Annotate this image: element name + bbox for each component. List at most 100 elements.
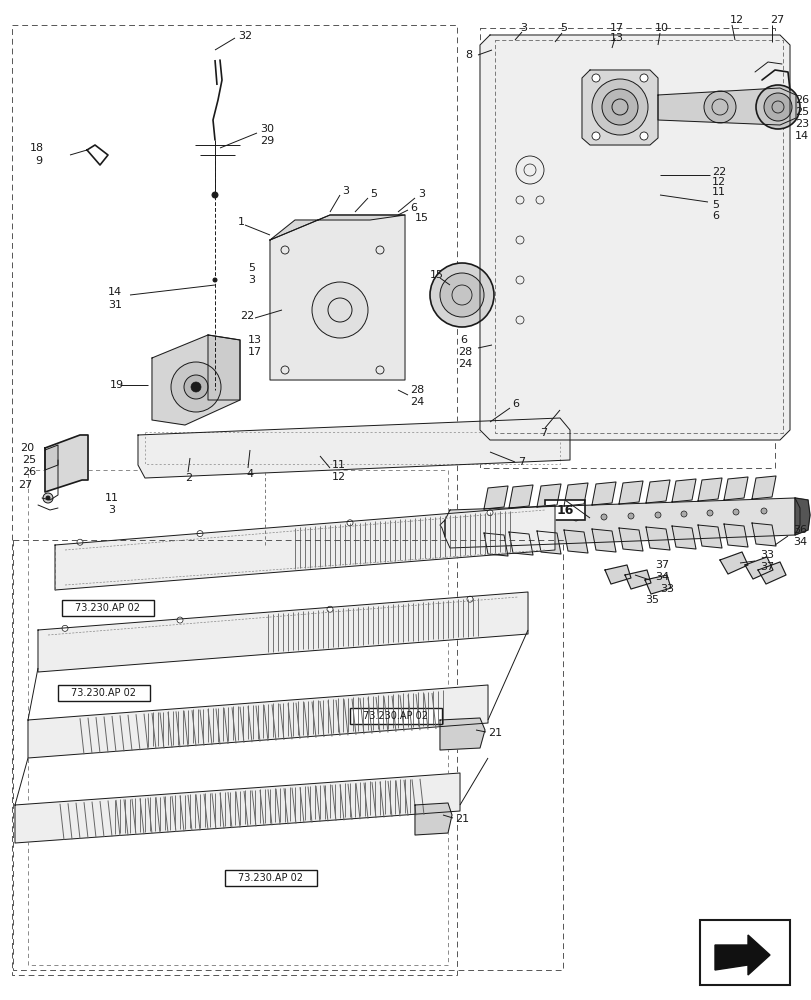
Circle shape [171,362,221,412]
Polygon shape [719,552,747,574]
Bar [13,540,562,970]
Text: 27: 27 [18,480,32,490]
Polygon shape [270,215,405,240]
Circle shape [755,85,799,129]
Polygon shape [581,70,657,145]
Bar [62,600,154,616]
Polygon shape [138,418,569,478]
Polygon shape [444,498,799,548]
Text: 21: 21 [454,814,469,824]
Text: 30: 30 [260,124,273,134]
Text: 3: 3 [247,275,255,285]
Bar [350,708,441,724]
Text: 9: 9 [35,156,42,166]
Text: 14: 14 [794,131,808,141]
Polygon shape [479,35,789,440]
Circle shape [591,74,599,82]
Polygon shape [483,533,508,556]
Text: 6: 6 [410,203,417,213]
Polygon shape [618,528,642,551]
Circle shape [545,516,551,522]
Polygon shape [38,592,527,672]
Text: 28: 28 [410,385,423,395]
Polygon shape [270,215,405,380]
Circle shape [46,496,50,500]
Circle shape [573,515,578,521]
Text: 7: 7 [517,457,525,467]
Bar [28,470,448,965]
Polygon shape [624,570,650,589]
Text: 24: 24 [457,359,472,369]
Circle shape [591,79,647,135]
Circle shape [706,510,712,516]
Text: 26: 26 [22,467,36,477]
Text: 5: 5 [560,23,566,33]
Text: 33: 33 [759,550,773,560]
Circle shape [639,132,647,140]
Circle shape [639,74,647,82]
Text: 5: 5 [247,263,255,273]
Polygon shape [697,478,721,501]
Text: 12: 12 [729,15,743,25]
Text: 3: 3 [341,186,349,196]
Text: 17: 17 [247,347,262,357]
Polygon shape [508,485,532,508]
Text: 25: 25 [794,107,808,117]
Bar [58,685,150,701]
Text: 6: 6 [512,399,518,409]
Polygon shape [697,525,721,548]
Circle shape [600,514,607,520]
Circle shape [43,493,53,503]
Text: 22: 22 [240,311,254,321]
Text: 5: 5 [711,200,718,210]
Polygon shape [45,435,88,492]
Text: 26: 26 [794,95,808,105]
Polygon shape [646,480,669,503]
Polygon shape [723,477,747,500]
Circle shape [703,91,735,123]
Polygon shape [751,523,775,546]
Text: 21: 21 [487,728,501,738]
Text: 31: 31 [108,300,122,310]
Polygon shape [440,718,484,750]
Circle shape [492,518,499,524]
Polygon shape [646,527,669,550]
Text: 27: 27 [769,15,783,25]
Circle shape [197,531,203,537]
Circle shape [680,511,686,517]
Text: 1: 1 [238,217,245,227]
Polygon shape [536,484,560,507]
Bar [225,870,316,886]
Text: 25: 25 [22,455,36,465]
Text: 11: 11 [711,187,725,197]
Text: 32: 32 [238,31,251,41]
Text: 16: 16 [556,504,573,516]
Polygon shape [414,803,452,835]
Text: 15: 15 [414,213,428,223]
Text: 73.230.AP 02: 73.230.AP 02 [71,688,136,698]
Text: 13: 13 [247,335,262,345]
Text: 13: 13 [609,33,623,43]
Text: 14: 14 [108,287,122,297]
Circle shape [517,517,523,523]
Circle shape [627,513,633,519]
Text: 10: 10 [654,23,668,33]
Bar [12,25,457,975]
Text: 73.230.AP 02: 73.230.AP 02 [363,711,428,721]
Polygon shape [591,529,616,552]
Polygon shape [618,481,642,504]
Text: 12: 12 [332,472,345,482]
Circle shape [732,509,738,515]
Circle shape [177,617,182,623]
Polygon shape [152,335,240,425]
Bar [495,40,782,433]
Bar [145,432,560,464]
Text: 19: 19 [109,380,124,390]
Polygon shape [564,530,587,553]
Polygon shape [508,532,532,555]
Text: 22: 22 [711,167,725,177]
Text: 5: 5 [370,189,376,199]
Text: 34: 34 [654,572,668,582]
Text: 3: 3 [519,23,526,33]
Polygon shape [672,526,695,549]
